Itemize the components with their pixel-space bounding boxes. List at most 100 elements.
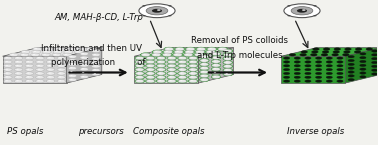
Circle shape	[287, 15, 291, 16]
Circle shape	[157, 79, 165, 83]
Circle shape	[92, 61, 100, 64]
Circle shape	[177, 48, 180, 49]
Circle shape	[202, 75, 204, 76]
Circle shape	[169, 65, 172, 66]
Circle shape	[200, 70, 209, 74]
Circle shape	[226, 73, 228, 74]
Circle shape	[21, 50, 30, 54]
Circle shape	[211, 52, 221, 56]
Circle shape	[86, 47, 95, 51]
Circle shape	[372, 57, 378, 60]
Circle shape	[16, 61, 19, 62]
Circle shape	[326, 72, 333, 75]
Circle shape	[4, 68, 12, 71]
Circle shape	[337, 80, 343, 82]
Circle shape	[156, 68, 166, 71]
Circle shape	[92, 57, 100, 60]
Circle shape	[38, 61, 40, 62]
Circle shape	[223, 61, 232, 64]
Circle shape	[76, 47, 84, 51]
Circle shape	[164, 47, 174, 51]
Circle shape	[200, 62, 209, 66]
Circle shape	[326, 57, 333, 59]
Circle shape	[366, 48, 373, 50]
Circle shape	[138, 76, 140, 77]
Circle shape	[36, 57, 44, 60]
Circle shape	[38, 80, 40, 81]
Circle shape	[178, 60, 187, 64]
Circle shape	[313, 5, 317, 6]
Circle shape	[157, 72, 165, 75]
Circle shape	[48, 65, 51, 66]
Circle shape	[178, 64, 187, 68]
Circle shape	[197, 54, 199, 55]
Circle shape	[169, 69, 172, 70]
Circle shape	[65, 47, 74, 51]
Circle shape	[36, 76, 44, 79]
Circle shape	[80, 71, 88, 75]
Circle shape	[200, 74, 209, 78]
Circle shape	[372, 69, 378, 71]
Circle shape	[167, 48, 169, 49]
Circle shape	[178, 72, 187, 75]
Circle shape	[156, 60, 166, 64]
Circle shape	[55, 51, 58, 52]
Circle shape	[200, 78, 209, 82]
Circle shape	[135, 76, 144, 79]
Circle shape	[316, 57, 322, 59]
Circle shape	[54, 54, 57, 55]
Circle shape	[223, 65, 232, 68]
Circle shape	[70, 60, 73, 61]
Circle shape	[289, 54, 296, 56]
Circle shape	[348, 67, 354, 69]
Circle shape	[212, 64, 220, 67]
Circle shape	[169, 57, 172, 58]
Circle shape	[135, 75, 145, 79]
Circle shape	[59, 80, 61, 81]
Circle shape	[313, 48, 319, 50]
Circle shape	[180, 76, 183, 77]
Circle shape	[156, 79, 166, 83]
Circle shape	[223, 68, 232, 72]
Circle shape	[9, 53, 18, 57]
Circle shape	[337, 76, 343, 78]
Circle shape	[223, 69, 232, 72]
Circle shape	[57, 68, 65, 71]
Circle shape	[294, 65, 301, 67]
Circle shape	[185, 47, 195, 51]
Circle shape	[146, 72, 155, 75]
Circle shape	[41, 53, 50, 57]
Circle shape	[143, 15, 146, 16]
Circle shape	[188, 72, 198, 75]
Circle shape	[180, 61, 183, 62]
Circle shape	[175, 47, 184, 51]
Circle shape	[200, 67, 209, 70]
Circle shape	[305, 72, 311, 75]
Circle shape	[334, 48, 341, 50]
Circle shape	[345, 48, 351, 50]
Circle shape	[70, 67, 73, 68]
Circle shape	[305, 61, 311, 63]
Circle shape	[38, 69, 40, 70]
Text: precursors: precursors	[77, 127, 123, 136]
Circle shape	[372, 50, 378, 52]
Circle shape	[25, 76, 34, 79]
Circle shape	[68, 67, 77, 70]
Circle shape	[146, 60, 155, 64]
Circle shape	[311, 51, 318, 53]
Circle shape	[223, 57, 232, 60]
Circle shape	[287, 5, 291, 6]
Circle shape	[223, 57, 232, 60]
Circle shape	[184, 53, 193, 57]
Circle shape	[88, 48, 91, 49]
Circle shape	[207, 47, 216, 51]
Circle shape	[138, 69, 140, 70]
Circle shape	[200, 63, 209, 66]
Circle shape	[284, 65, 290, 67]
Circle shape	[27, 61, 29, 62]
Circle shape	[176, 51, 179, 52]
Polygon shape	[135, 48, 234, 56]
Circle shape	[199, 48, 201, 49]
Circle shape	[211, 60, 221, 63]
Circle shape	[191, 57, 193, 58]
